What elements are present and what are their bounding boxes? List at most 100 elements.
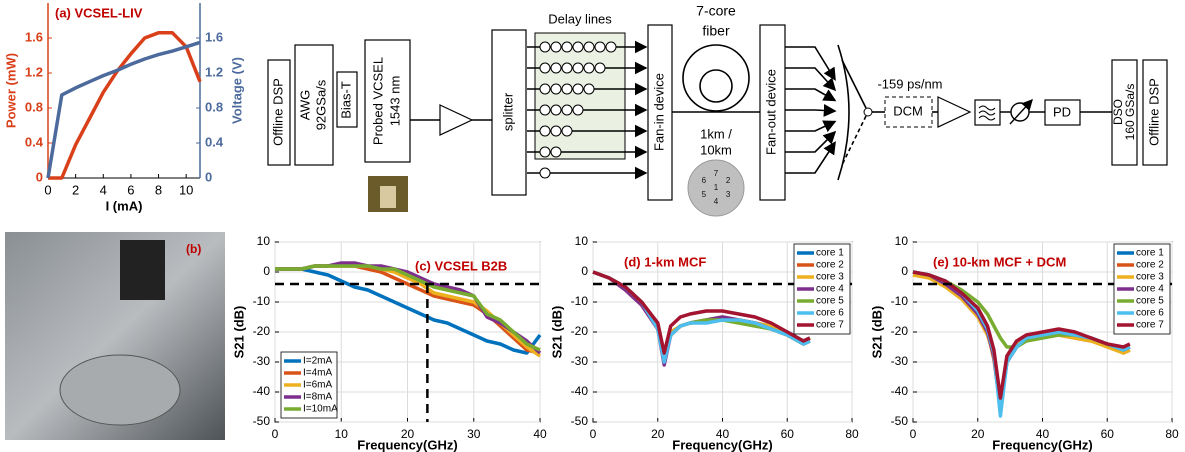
core-label: 3 [726,190,731,199]
y-tick-label: -40 [253,384,271,398]
fiber-coil [700,70,732,102]
block-label: splitter [500,92,515,131]
y-tick-label: -30 [891,354,909,368]
delay-loop [540,147,550,157]
filter [975,100,1000,125]
arrow [785,89,835,101]
legend-label: I=6mA [303,380,333,391]
y2-tick-label: 0 [205,169,212,184]
y-tick-label: -50 [253,414,271,428]
block-label: Offline DSP [1146,78,1161,146]
legend-label: I=10mA [303,404,338,415]
delay-loop [595,63,605,73]
x-axis-label: I (mA) [106,198,143,213]
arrow [785,122,835,132]
block-label: 92GSa/s [313,79,328,130]
delay-loop [540,42,550,52]
delay-loop [540,84,550,94]
y-tick-label: 10 [575,234,589,248]
delay-loop [562,84,572,94]
photo-part [60,355,180,425]
legend-label: core 7 [816,320,844,331]
delay-loop [595,42,605,52]
delay-loop [562,42,572,52]
length-label: 1km / [700,126,732,141]
delay-loop [584,63,594,73]
legend-label: I=2mA [303,356,333,367]
block-label: PD [1053,104,1071,119]
amplifier [440,105,472,135]
x-tick-label: 0 [272,427,279,441]
switch-pivot [864,108,872,116]
y-axis-label: S21 (dB) [549,306,564,359]
y-tick-label: 0.4 [25,134,44,149]
y-tick-label: -50 [891,414,909,428]
y2-axis-label: Voltage (V) [229,57,244,124]
y2-tick-label: 0.8 [205,99,223,114]
legend-label: core 2 [816,260,844,271]
chart-title: (d) 1-km MCF [624,254,706,269]
dispersion-label: -159 ps/nm [877,76,942,91]
y-axis-label: S21 (dB) [869,306,884,359]
y-tick-label: -20 [253,324,271,338]
x-tick-label: 30 [467,427,481,441]
legend-label: I=4mA [303,368,333,379]
y-tick-label: -30 [253,354,271,368]
block-label: Probed VCSEL [370,57,385,145]
delay-loop [573,63,583,73]
core-label: 1 [714,183,719,192]
core-label: 7 [714,169,719,178]
fiber-label: fiber [702,23,730,39]
delay-loop [606,42,616,52]
amplifier [938,97,970,127]
legend-label: core 3 [816,272,844,283]
x-axis-label: Frequency(GHz) [992,437,1092,452]
block-label: Offline DSP [270,78,285,146]
delay-loop [551,147,561,157]
delay-loop [562,63,572,73]
x-tick-label: 20 [651,427,665,441]
delay-loop [573,42,583,52]
x-tick-label: 40 [533,427,547,441]
switch [838,45,849,180]
y2-tick-label: 1.6 [205,29,223,44]
legend-label: core 5 [1136,296,1164,307]
x-tick-label: 10 [335,427,349,441]
arrow [785,143,835,174]
legend-label: core 2 [1136,260,1164,271]
chart-title: (c) VCSEL B2B [415,258,507,273]
delay-loop [551,42,561,52]
photo-label: (b) [186,242,201,256]
legend-label: core 1 [816,248,844,259]
x-tick-label: 8 [155,182,162,197]
delay-loop [562,105,572,115]
core-label: 4 [714,197,719,206]
x-tick-label: 60 [781,427,795,441]
y-tick-label: 1.6 [25,29,43,44]
legend-label: I=8mA [303,392,333,403]
switch-arm [842,60,866,108]
delay-loop [584,42,594,52]
legend-label: core 3 [1136,272,1164,283]
delay-loop [573,84,583,94]
legend-label: core 4 [1136,284,1164,295]
legend-label: core 6 [816,308,844,319]
y-tick-label: -30 [571,354,589,368]
x-axis-label: Frequency(GHz) [672,437,772,452]
block-label: 160 GSa/s [1123,84,1137,141]
block-label: Bias-T [338,81,353,119]
legend-label: core 1 [1136,248,1164,259]
y-axis-label: Power (mW) [3,53,18,128]
x-tick-label: 4 [100,182,107,197]
photo: (b) [5,232,225,440]
y-axis-label: S21 (dB) [231,306,246,359]
delay-loop [573,105,583,115]
arrow [785,110,835,111]
x-tick-label: 6 [127,182,134,197]
delay-loop [551,63,561,73]
x-tick-label: 0 [44,182,51,197]
y-tick-label: 10 [257,234,271,248]
delay-loop [584,84,594,94]
y-tick-label: -40 [891,384,909,398]
x-axis-label: Frequency(GHz) [357,437,457,452]
